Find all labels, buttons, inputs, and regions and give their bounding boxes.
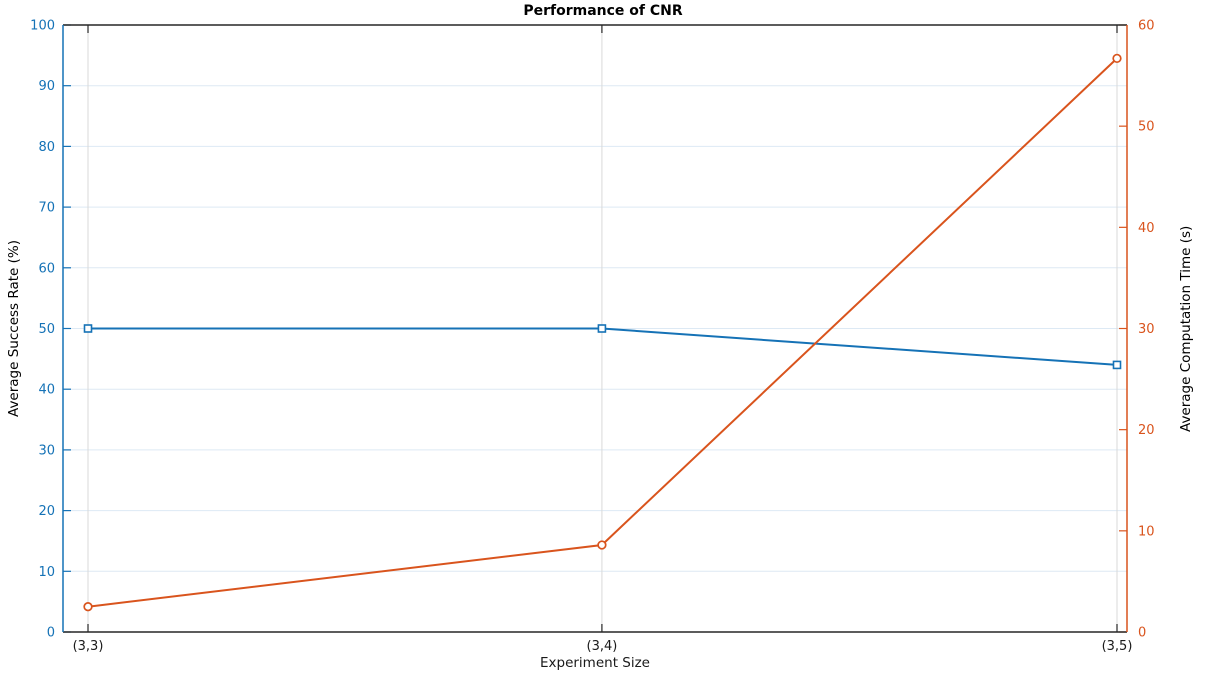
left-tick-label: 0 — [47, 626, 55, 641]
left-tick-label: 100 — [30, 19, 55, 34]
right-tick-label: 0 — [1138, 626, 1146, 641]
computation-time-marker — [1112, 53, 1122, 64]
x-tick-label: (3,3) — [73, 639, 104, 654]
left-tick-label: 90 — [38, 79, 55, 94]
success-rate-line — [88, 327, 1118, 366]
right-tick-label: 10 — [1138, 524, 1155, 539]
left-tick-label: 60 — [38, 261, 55, 276]
left-tick-label: 80 — [38, 140, 55, 155]
right-tick-label: 40 — [1138, 221, 1155, 236]
left-tick-label: 10 — [38, 565, 55, 580]
left-tick-label: 40 — [38, 383, 55, 398]
left-tick-label: 30 — [38, 443, 55, 458]
right-tick-label: 20 — [1138, 423, 1155, 438]
computation-time-marker — [597, 540, 607, 550]
success-rate-marker — [597, 324, 607, 333]
x-tick-label: (3,5) — [1102, 639, 1133, 654]
left-tick-label: 70 — [38, 201, 55, 216]
chart-title: Performance of CNR — [523, 3, 683, 19]
x-axis-label: Experiment Size — [539, 655, 650, 671]
success-rate-marker — [1112, 360, 1122, 370]
right-tick-label: 30 — [1138, 322, 1155, 337]
x-tick-label: (3,4) — [587, 639, 618, 654]
success-rate-marker — [83, 324, 93, 333]
left-tick-label: 50 — [38, 322, 55, 337]
computation-time-marker — [83, 602, 93, 612]
right-tick-label: 60 — [1138, 19, 1155, 34]
left-tick-label: 20 — [38, 504, 55, 519]
right-tick-label: 50 — [1138, 120, 1155, 135]
